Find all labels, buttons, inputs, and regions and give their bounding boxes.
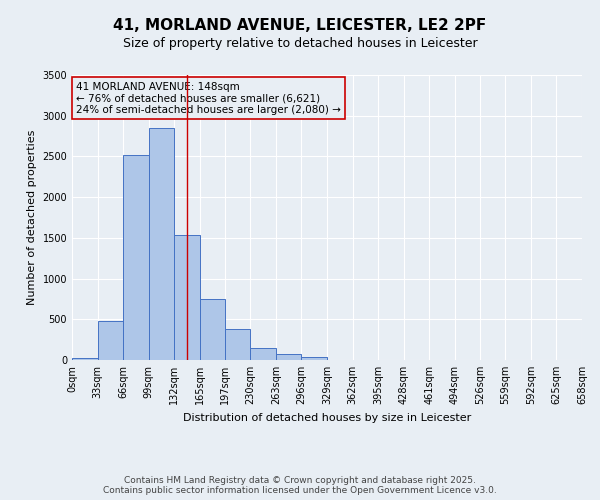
- Y-axis label: Number of detached properties: Number of detached properties: [27, 130, 37, 305]
- Bar: [224, 329, 250, 360]
- Text: Contains HM Land Registry data © Crown copyright and database right 2025.
Contai: Contains HM Land Registry data © Crown c…: [103, 476, 497, 495]
- Text: Size of property relative to detached houses in Leicester: Size of property relative to detached ho…: [122, 38, 478, 51]
- Text: 41 MORLAND AVENUE: 148sqm
← 76% of detached houses are smaller (6,621)
24% of se: 41 MORLAND AVENUE: 148sqm ← 76% of detac…: [76, 82, 341, 114]
- Bar: [98, 321, 123, 360]
- Bar: [175, 236, 200, 360]
- Bar: [72, 358, 98, 360]
- Bar: [276, 354, 301, 360]
- Bar: [123, 155, 149, 360]
- Text: 41, MORLAND AVENUE, LEICESTER, LE2 2PF: 41, MORLAND AVENUE, LEICESTER, LE2 2PF: [113, 18, 487, 32]
- Bar: [200, 300, 224, 360]
- X-axis label: Distribution of detached houses by size in Leicester: Distribution of detached houses by size …: [183, 412, 471, 422]
- Bar: [301, 356, 327, 360]
- Bar: [149, 128, 175, 360]
- Bar: [250, 348, 276, 360]
